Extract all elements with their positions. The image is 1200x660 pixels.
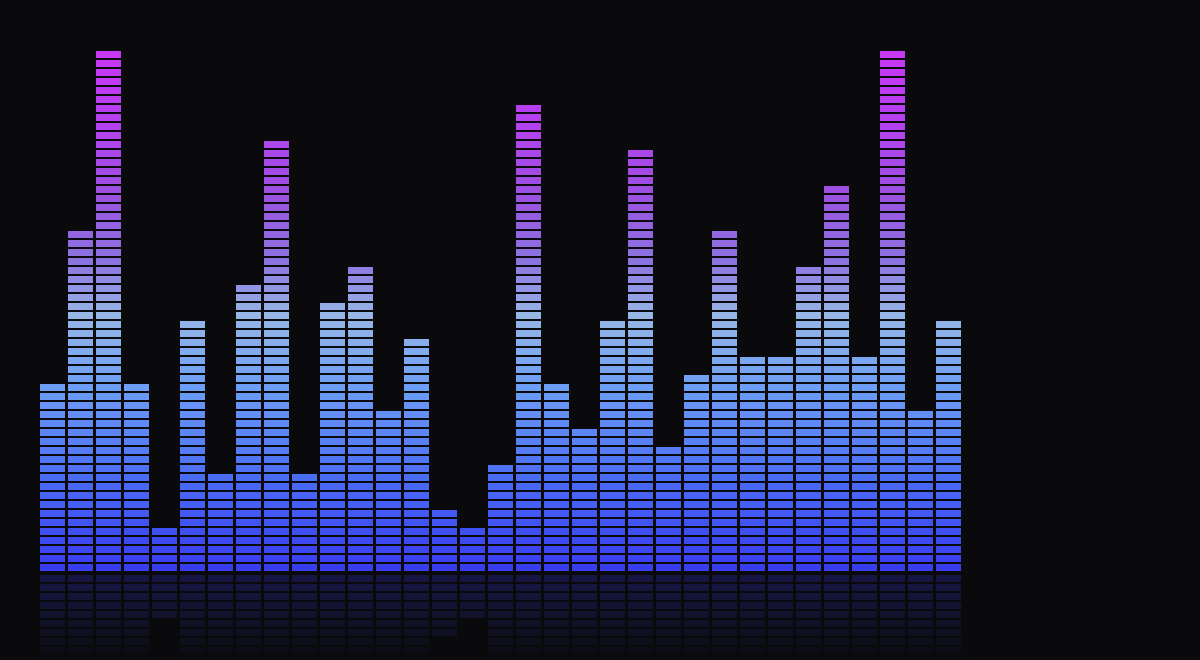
equalizer-bar <box>600 321 625 571</box>
equalizer-bar <box>656 575 681 660</box>
equalizer-bar <box>824 186 849 571</box>
equalizer-bar <box>740 575 765 660</box>
equalizer-bar <box>404 339 429 571</box>
equalizer-bar <box>124 384 149 571</box>
equalizer-bar <box>208 474 233 571</box>
equalizer-bar <box>880 575 905 660</box>
equalizer-bar <box>712 231 737 571</box>
equalizer-bar <box>124 575 149 660</box>
equalizer-bars <box>40 51 964 571</box>
equalizer-bar <box>712 575 737 660</box>
equalizer-bar <box>488 575 513 660</box>
equalizer-reflection <box>40 575 964 660</box>
equalizer-bar <box>152 575 177 618</box>
equalizer-bar <box>292 474 317 571</box>
equalizer-bar <box>96 51 121 571</box>
equalizer-bar <box>432 510 457 571</box>
equalizer-bar <box>936 575 961 660</box>
equalizer-bar <box>628 575 653 660</box>
equalizer-bar <box>908 575 933 660</box>
equalizer-bar <box>68 231 93 571</box>
equalizer-bar <box>460 528 485 571</box>
equalizer-bar <box>320 575 345 660</box>
equalizer-bar <box>404 575 429 660</box>
equalizer-bar <box>768 575 793 660</box>
equalizer-bar <box>684 375 709 571</box>
equalizer-bar <box>264 575 289 660</box>
equalizer-bar <box>600 575 625 660</box>
equalizer-bar <box>768 357 793 571</box>
equalizer-bar <box>656 447 681 571</box>
equalizer-bar <box>936 321 961 571</box>
equalizer-bar <box>824 575 849 660</box>
equalizer-bar <box>348 267 373 571</box>
equalizer-bar <box>460 575 485 618</box>
equalizer-bar <box>180 321 205 571</box>
equalizer-bar <box>488 465 513 571</box>
equalizer-bar <box>152 528 177 571</box>
equalizer-bar <box>376 575 401 660</box>
equalizer-bar <box>516 575 541 660</box>
equalizer-bar <box>236 285 261 571</box>
equalizer-graphic <box>0 0 1200 660</box>
equalizer-bar <box>544 384 569 571</box>
equalizer-bar <box>908 411 933 571</box>
equalizer-bar <box>796 575 821 660</box>
equalizer-bar <box>684 575 709 660</box>
equalizer-bar <box>96 575 121 660</box>
equalizer-bar <box>236 575 261 660</box>
equalizer-bar <box>320 303 345 571</box>
equalizer-bar <box>880 51 905 571</box>
equalizer-bar <box>40 575 65 660</box>
equalizer-bar <box>432 575 457 636</box>
equalizer-bar <box>544 575 569 660</box>
equalizer-bar <box>40 384 65 571</box>
equalizer-bar <box>264 141 289 571</box>
equalizer-bar <box>292 575 317 660</box>
equalizer-bar <box>628 150 653 571</box>
equalizer-bar <box>208 575 233 660</box>
equalizer-bar <box>852 575 877 660</box>
equalizer-bar <box>572 575 597 660</box>
equalizer-bar <box>852 357 877 571</box>
equalizer-bar <box>740 357 765 571</box>
equalizer-bar <box>796 267 821 571</box>
equalizer-bar <box>180 575 205 660</box>
equalizer-bar <box>348 575 373 660</box>
equalizer-bar <box>516 105 541 571</box>
equalizer-bar <box>376 411 401 571</box>
equalizer-bar <box>68 575 93 660</box>
equalizer-bar <box>572 429 597 571</box>
